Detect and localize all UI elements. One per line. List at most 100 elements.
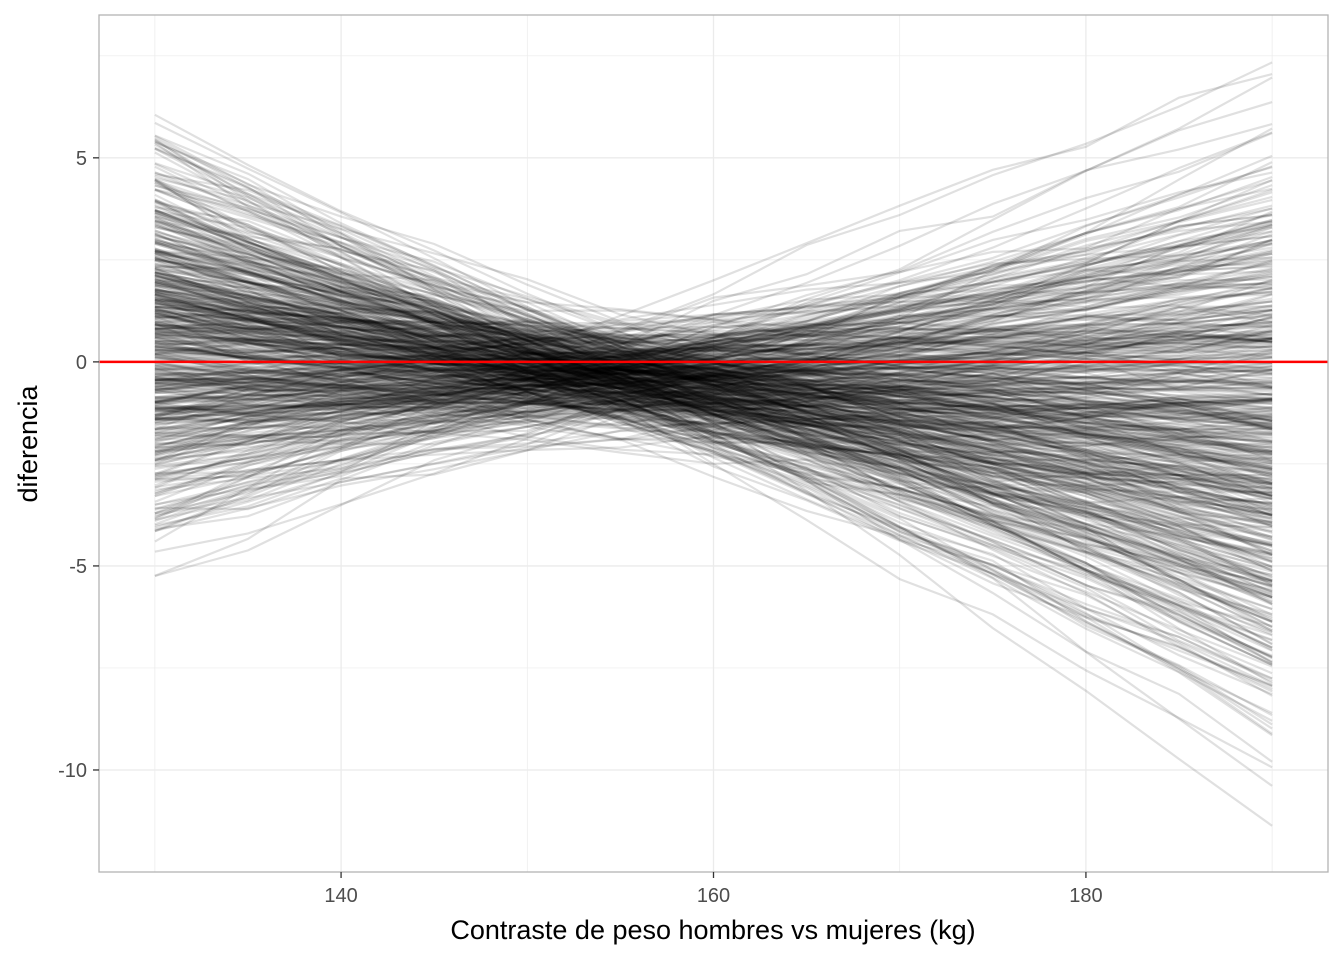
sample-line bbox=[154, 209, 1273, 730]
sample-line bbox=[154, 287, 1273, 440]
sample-line bbox=[154, 257, 1273, 555]
sample-line bbox=[154, 250, 1273, 485]
sample-line bbox=[154, 238, 1273, 476]
sample-line bbox=[154, 234, 1273, 484]
sample-line bbox=[154, 238, 1273, 381]
sample-line bbox=[154, 178, 1273, 691]
sample-line bbox=[154, 189, 1273, 576]
sample-line bbox=[154, 293, 1273, 554]
sample-line bbox=[154, 391, 1273, 409]
sample-lines bbox=[154, 61, 1273, 827]
sample-line bbox=[154, 292, 1273, 402]
sample-line bbox=[154, 313, 1273, 384]
sample-line bbox=[154, 275, 1273, 471]
sample-line bbox=[154, 340, 1273, 385]
sample-line bbox=[154, 284, 1273, 477]
sample-line bbox=[154, 188, 1273, 342]
sample-line bbox=[154, 334, 1273, 454]
sample-line bbox=[154, 280, 1273, 504]
sample-line bbox=[154, 298, 1273, 591]
sample-line bbox=[154, 290, 1273, 387]
sample-line bbox=[154, 293, 1273, 623]
sample-line bbox=[154, 165, 1273, 583]
sample-line bbox=[154, 198, 1273, 495]
sample-line bbox=[154, 324, 1273, 456]
sample-line bbox=[154, 330, 1273, 506]
sample-line bbox=[154, 353, 1273, 471]
sample-line bbox=[154, 331, 1273, 484]
sample-line bbox=[154, 278, 1273, 443]
sample-line bbox=[154, 209, 1273, 624]
sample-line bbox=[154, 271, 1273, 459]
sample-line bbox=[154, 238, 1273, 604]
sample-line bbox=[154, 241, 1273, 664]
sample-line bbox=[154, 141, 1273, 827]
sample-line bbox=[154, 257, 1273, 737]
sample-line bbox=[154, 214, 1273, 726]
sample-line bbox=[154, 220, 1273, 465]
sample-line bbox=[154, 268, 1273, 375]
sample-line bbox=[154, 293, 1273, 439]
sample-line bbox=[154, 314, 1273, 524]
sample-line bbox=[154, 317, 1273, 507]
sample-line bbox=[154, 356, 1273, 417]
sample-line bbox=[154, 341, 1273, 584]
sample-line bbox=[154, 224, 1273, 403]
sample-line bbox=[154, 223, 1273, 427]
sample-line bbox=[154, 374, 1273, 394]
sample-line bbox=[154, 295, 1273, 383]
sample-line bbox=[154, 355, 1273, 410]
sample-line bbox=[154, 327, 1273, 504]
sample-line bbox=[154, 357, 1273, 470]
sample-line bbox=[154, 364, 1273, 412]
sample-line bbox=[154, 317, 1273, 486]
sample-line bbox=[154, 237, 1273, 664]
sample-line bbox=[154, 278, 1273, 415]
sample-line bbox=[154, 141, 1273, 497]
sample-line bbox=[154, 207, 1273, 417]
sample-line bbox=[154, 362, 1273, 412]
sample-line bbox=[154, 278, 1273, 468]
sample-line bbox=[154, 329, 1273, 463]
sample-line bbox=[154, 221, 1273, 637]
sample-line bbox=[154, 350, 1273, 407]
sample-line bbox=[154, 299, 1273, 446]
sample-line bbox=[154, 329, 1273, 404]
sample-line bbox=[154, 239, 1273, 421]
sample-line bbox=[154, 296, 1273, 660]
sample-line bbox=[154, 193, 1273, 529]
sample-line bbox=[154, 284, 1273, 497]
sample-line bbox=[154, 267, 1273, 532]
sample-line bbox=[154, 300, 1273, 337]
sample-line bbox=[154, 302, 1273, 387]
sample-line bbox=[154, 382, 1273, 497]
sample-line bbox=[154, 339, 1273, 379]
sample-line bbox=[154, 301, 1273, 406]
sample-line bbox=[154, 137, 1273, 659]
sample-line bbox=[154, 235, 1273, 415]
sample-line bbox=[154, 268, 1273, 426]
sample-line bbox=[154, 236, 1273, 622]
sample-line bbox=[154, 212, 1273, 424]
sample-line bbox=[154, 279, 1273, 495]
sample-line bbox=[154, 309, 1273, 382]
sample-line bbox=[154, 305, 1273, 579]
sample-line bbox=[154, 397, 1273, 562]
sample-line bbox=[154, 246, 1273, 410]
sample-line bbox=[154, 220, 1273, 583]
sample-line bbox=[154, 339, 1273, 498]
sample-line bbox=[154, 216, 1273, 588]
x-tick-label: 160 bbox=[697, 885, 730, 907]
x-axis-ticks: 140 160 180 bbox=[324, 872, 1103, 907]
sample-line bbox=[154, 283, 1273, 425]
sample-line bbox=[154, 288, 1273, 492]
sample-line bbox=[154, 370, 1273, 403]
sample-line bbox=[154, 151, 1273, 628]
sample-line bbox=[154, 407, 1273, 466]
sample-line bbox=[154, 388, 1273, 426]
sample-line bbox=[154, 307, 1273, 483]
sample-line bbox=[154, 342, 1273, 415]
sample-line bbox=[154, 260, 1273, 456]
sample-line bbox=[154, 321, 1273, 487]
sample-line bbox=[154, 382, 1273, 408]
